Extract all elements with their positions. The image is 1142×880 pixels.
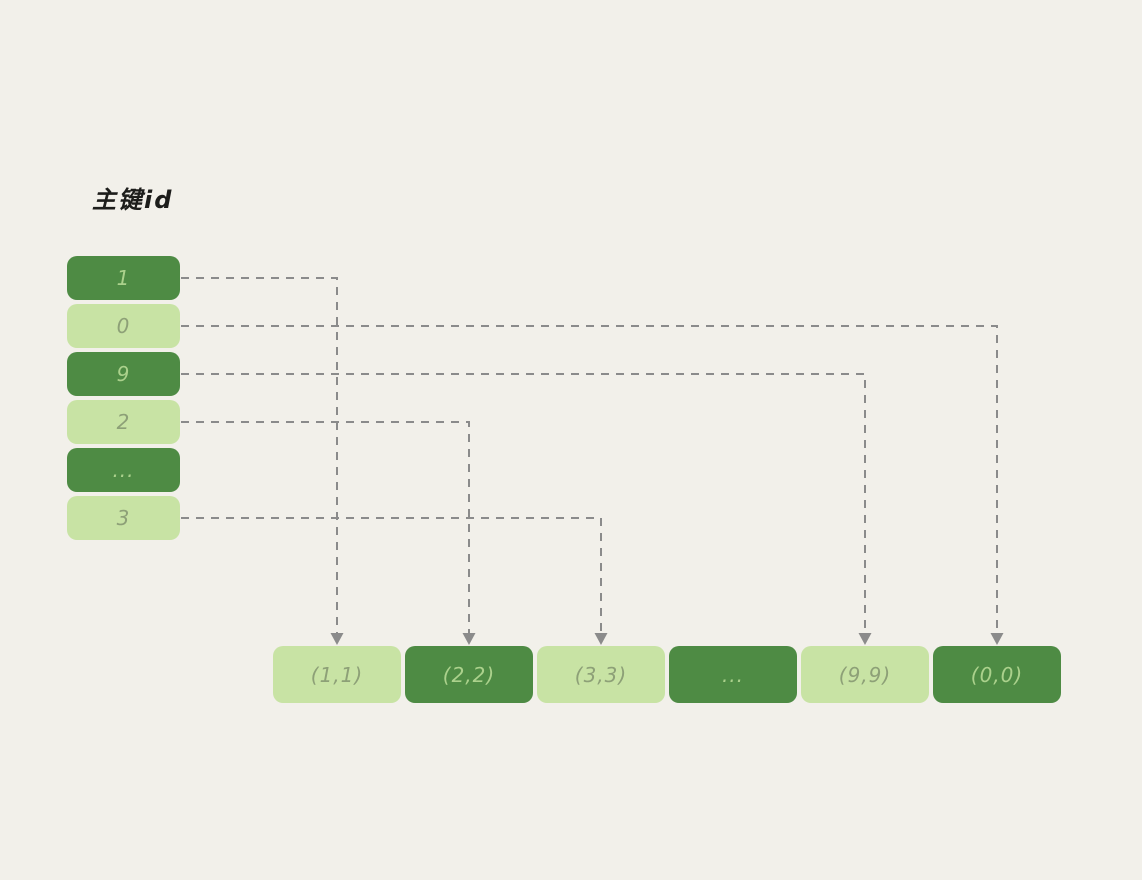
connector-pk-3-to-pair-3 <box>181 517 602 636</box>
primary-key-title: 主键id <box>92 186 174 214</box>
pair-box-pair-1: (1,1) <box>273 646 401 703</box>
connector-arrowhead-pair-1 <box>330 633 344 645</box>
connector-pk-2-to-pair-2 <box>181 421 470 636</box>
primary-key-box-pk-ellipsis: ... <box>67 448 180 492</box>
connector-pk-9-to-pair-9 <box>181 373 866 636</box>
pair-box-pair-0: (0,0) <box>933 646 1061 703</box>
connector-arrowhead-pair-0 <box>990 633 1004 645</box>
pair-box-pair-ellipsis: ... <box>669 646 797 703</box>
connector-pk-1-to-pair-1 <box>181 277 338 636</box>
connector-arrowhead-pair-9 <box>858 633 872 645</box>
connector-pk-0-to-pair-0 <box>181 325 998 636</box>
connector-arrowhead-pair-3 <box>594 633 608 645</box>
primary-key-box-pk-3: 3 <box>67 496 180 540</box>
pair-box-pair-2: (2,2) <box>405 646 533 703</box>
connector-arrowhead-pair-2 <box>462 633 476 645</box>
primary-key-box-pk-2: 2 <box>67 400 180 444</box>
pair-box-pair-9: (9,9) <box>801 646 929 703</box>
pair-box-pair-3: (3,3) <box>537 646 665 703</box>
primary-key-box-pk-9: 9 <box>67 352 180 396</box>
primary-key-box-pk-1: 1 <box>67 256 180 300</box>
primary-key-box-pk-0: 0 <box>67 304 180 348</box>
